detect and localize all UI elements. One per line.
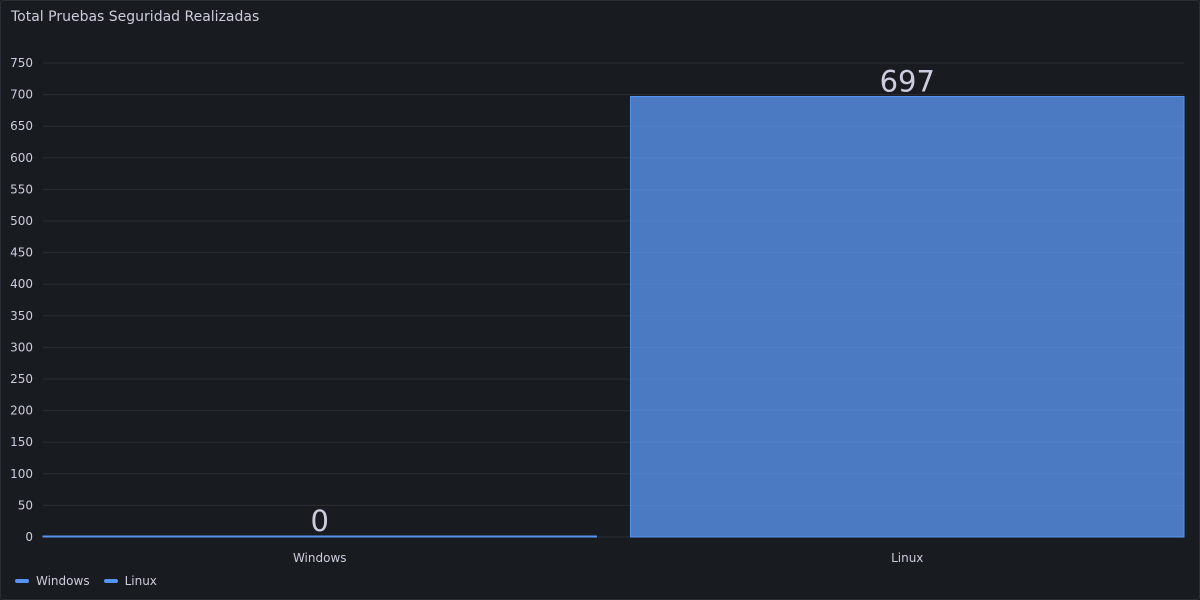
legend: Windows Linux: [15, 574, 157, 588]
y-tick-label: 650: [10, 119, 33, 133]
y-tick-label: 600: [10, 151, 33, 165]
y-tick-label: 100: [10, 467, 33, 481]
y-tick-label: 550: [10, 182, 33, 196]
x-tick-label-linux: Linux: [891, 551, 923, 565]
legend-item-windows[interactable]: Windows: [15, 574, 90, 588]
y-tick-label: 700: [10, 88, 33, 102]
legend-label-windows: Windows: [36, 574, 90, 588]
legend-label-linux: Linux: [124, 574, 157, 588]
bar-windows[interactable]: [42, 535, 597, 538]
y-tick-label: 450: [10, 246, 33, 260]
y-tick-label: 750: [10, 56, 33, 70]
bar-linux[interactable]: [630, 95, 1185, 538]
legend-item-linux[interactable]: Linux: [103, 574, 157, 588]
y-tick-label: 500: [10, 214, 33, 228]
y-tick-label: 50: [18, 498, 33, 512]
data-labels: 0 697: [311, 64, 935, 538]
y-tick-label: 0: [25, 530, 33, 544]
data-label-windows: 0: [311, 504, 329, 538]
x-axis-ticks: Windows Linux: [293, 551, 923, 565]
bars: [42, 95, 1185, 538]
data-label-linux: 697: [880, 64, 935, 98]
y-tick-label: 150: [10, 435, 33, 449]
y-tick-label: 350: [10, 309, 33, 323]
y-tick-label: 200: [10, 404, 33, 418]
y-tick-label: 300: [10, 340, 33, 354]
y-tick-label: 250: [10, 372, 33, 386]
legend-swatch-windows: [15, 579, 29, 583]
panel-title: Total Pruebas Seguridad Realizadas: [11, 9, 260, 25]
y-axis-ticks: 0 50 100 150 200 250 300 350 400 450 500 550 600 650 7…: [10, 56, 33, 544]
x-tick-label-windows: Windows: [293, 551, 347, 565]
y-tick-label: 400: [10, 277, 33, 291]
legend-swatch-linux: [103, 579, 118, 583]
